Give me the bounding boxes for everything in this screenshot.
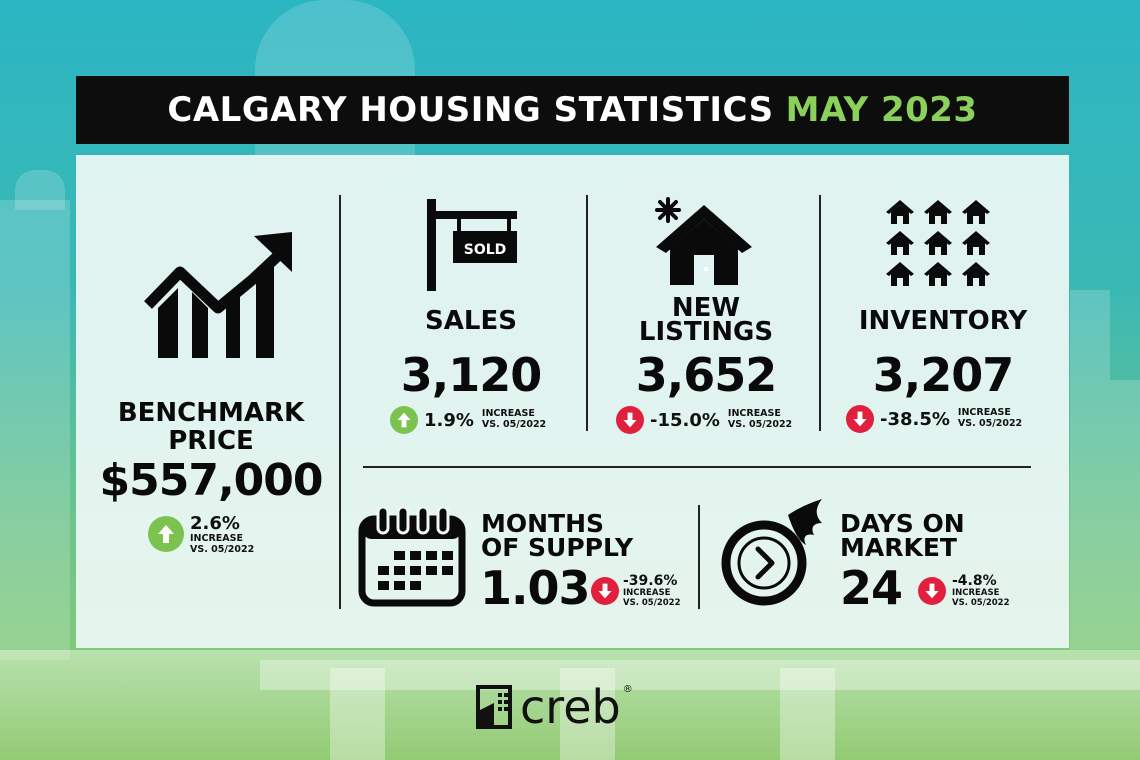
- months-supply-note: INCREASE VS. 05/2022: [623, 588, 681, 608]
- rising-bar-chart-icon: [140, 230, 300, 369]
- inventory-note: INCREASE VS. 05/2022: [957, 407, 1023, 429]
- months-supply-label-line1: MONTHS: [481, 509, 605, 538]
- creb-building-icon: [476, 685, 512, 729]
- new-listings-pct: -15.0%: [650, 409, 720, 431]
- divider-left: [339, 195, 341, 609]
- days-market-label-line2: MARKET: [840, 533, 957, 562]
- arrow-down-icon: [591, 577, 619, 605]
- sales-label: SALES: [425, 306, 517, 336]
- new-listings-value: 3,652: [635, 348, 778, 402]
- benchmark-note: INCREASE VS. 05/2022: [190, 533, 255, 555]
- title-month: MAY 2023: [785, 90, 978, 130]
- benchmark-label-line2: PRICE: [168, 426, 254, 456]
- arrow-down-icon: [616, 406, 644, 434]
- inventory-label: INVENTORY: [858, 306, 1028, 336]
- benchmark-label-line1: BENCHMARK: [117, 398, 305, 428]
- new-listings-label-line2: LISTINGS: [638, 317, 774, 347]
- months-supply-pct: -39.6%: [623, 573, 678, 589]
- new-listings-note: INCREASE VS. 05/2022: [727, 408, 793, 430]
- months-supply-change: -39.6% INCREASE VS. 05/2022: [591, 573, 680, 609]
- registered-mark: ®: [622, 683, 633, 695]
- calendar-icon: [358, 505, 468, 611]
- benchmark-pct: 2.6%: [190, 513, 240, 534]
- houses-grid-icon: [886, 200, 990, 292]
- creb-wordmark: creb: [520, 680, 621, 734]
- days-market-pct: -4.8%: [952, 573, 997, 589]
- days-market-label: DAYS ON MARKET: [840, 511, 965, 560]
- sales-value: 3,120: [400, 348, 543, 402]
- sold-sign-icon: SOLD: [421, 195, 521, 299]
- sales-pct: 1.9%: [424, 409, 474, 431]
- sales-note: INCREASE VS. 05/2022: [481, 408, 547, 430]
- title-bar: CALGARY HOUSING STATISTICS MAY 2023: [76, 76, 1069, 144]
- benchmark-change: 2.6% INCREASE VS. 05/2022: [148, 513, 254, 556]
- fast-clock-icon: [718, 497, 828, 611]
- divider-bottom: [698, 505, 700, 609]
- inventory-change: -38.5% INCREASE VS. 05/2022: [846, 405, 1022, 433]
- new-listings-change: -15.0% INCREASE VS. 05/2022: [616, 406, 792, 434]
- arrow-up-icon: [148, 516, 184, 553]
- benchmark-value: $557,000: [99, 455, 323, 506]
- inventory-pct: -38.5%: [880, 408, 950, 430]
- arrow-down-icon: [846, 405, 874, 433]
- months-supply-label: MONTHS OF SUPPLY: [481, 511, 633, 560]
- months-supply-value: 1.03: [480, 561, 590, 615]
- divider-horizontal: [363, 466, 1031, 468]
- divider-top-2: [819, 195, 821, 431]
- stats-panel: BENCHMARK PRICE $557,000 2.6% INCREASE V…: [76, 155, 1069, 648]
- new-listings-label: NEW LISTINGS: [601, 295, 811, 345]
- sales-change: 1.9% INCREASE VS. 05/2022: [390, 406, 546, 434]
- new-listings-label-line1: NEW: [671, 293, 741, 323]
- arrow-up-icon: [390, 406, 418, 434]
- days-market-label-line1: DAYS ON: [840, 509, 965, 538]
- svg-text:SOLD: SOLD: [464, 242, 507, 258]
- title-text: CALGARY HOUSING STATISTICS: [167, 90, 774, 130]
- inventory-value: 3,207: [872, 348, 1015, 402]
- days-market-value: 24: [840, 561, 903, 615]
- months-supply-label-line2: OF SUPPLY: [481, 533, 634, 562]
- benchmark-label: BENCHMARK PRICE: [86, 400, 336, 454]
- days-market-change: -4.8% INCREASE VS. 05/2022: [918, 573, 1009, 609]
- days-market-note: INCREASE VS. 05/2022: [952, 588, 1010, 608]
- arrow-down-icon: [918, 577, 946, 605]
- new-house-icon: [654, 195, 754, 294]
- creb-logo: creb ®: [476, 684, 633, 730]
- divider-top-1: [586, 195, 588, 431]
